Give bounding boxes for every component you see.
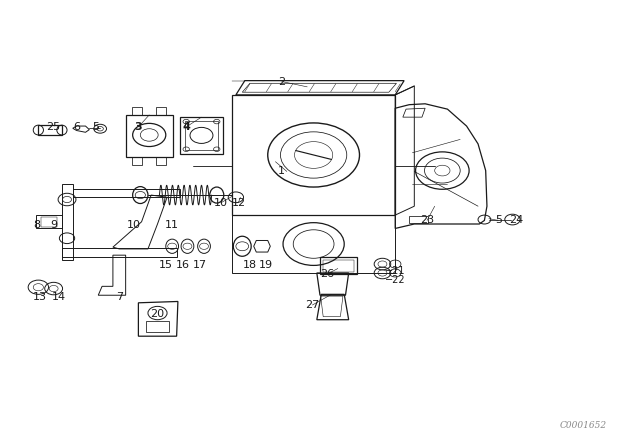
Text: 2: 2 <box>278 77 285 86</box>
Text: 12: 12 <box>232 198 246 207</box>
Text: 10: 10 <box>127 220 141 230</box>
Text: 27: 27 <box>305 300 319 310</box>
Text: 23: 23 <box>420 215 434 225</box>
Text: 5: 5 <box>495 215 502 225</box>
Text: 24: 24 <box>509 215 524 225</box>
Text: 15: 15 <box>159 260 173 270</box>
Text: −21: −21 <box>385 266 406 276</box>
Text: 20: 20 <box>150 309 164 319</box>
Text: 26: 26 <box>321 269 335 279</box>
Text: 11: 11 <box>165 220 179 230</box>
Text: 5: 5 <box>92 122 99 132</box>
Text: 14: 14 <box>52 293 66 302</box>
Text: 13: 13 <box>33 293 47 302</box>
Text: 16: 16 <box>176 260 190 270</box>
Text: 25: 25 <box>47 122 61 132</box>
Text: C0001652: C0001652 <box>559 421 607 430</box>
Text: 4: 4 <box>182 122 190 132</box>
Text: 17: 17 <box>193 260 207 270</box>
Text: 7: 7 <box>116 293 123 302</box>
Text: 19: 19 <box>259 260 273 270</box>
Text: 1: 1 <box>278 167 285 177</box>
Text: 9: 9 <box>50 220 57 230</box>
Text: 8: 8 <box>33 220 40 230</box>
Text: 10: 10 <box>214 198 228 207</box>
Text: 6: 6 <box>73 122 80 132</box>
Text: −22: −22 <box>385 275 406 284</box>
Text: 18: 18 <box>243 260 257 270</box>
Text: 3: 3 <box>134 122 142 132</box>
